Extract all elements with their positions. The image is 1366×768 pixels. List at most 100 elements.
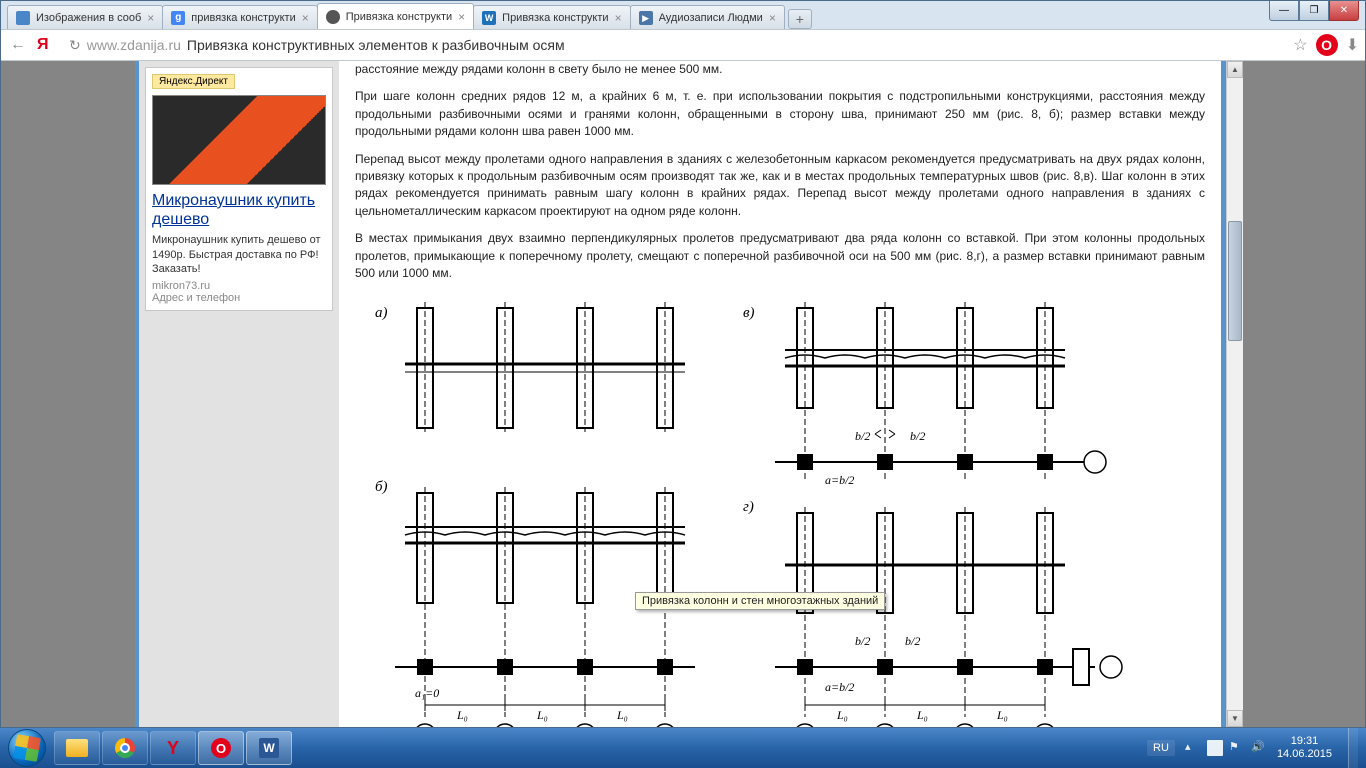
svg-text:a₁=0: a₁=0: [415, 686, 439, 700]
network-icon[interactable]: ⚑: [1229, 740, 1245, 756]
date-text: 14.06.2015: [1277, 748, 1332, 761]
minimize-button[interactable]: —: [1269, 1, 1299, 21]
diagram-svg: а): [355, 292, 1135, 727]
downloads-icon[interactable]: ⬇: [1346, 35, 1359, 55]
taskbar-app-chrome[interactable]: [102, 731, 148, 765]
svg-text:b/2: b/2: [855, 429, 870, 443]
taskbar: Y O W RU ▴ ⚑ 🔊 19:31 14.06.2015: [0, 728, 1366, 768]
tab-close-icon[interactable]: ×: [147, 11, 154, 25]
article-main: расстояние между рядами колонн в свету б…: [339, 61, 1221, 727]
flag-icon[interactable]: [1207, 740, 1223, 756]
taskbar-app-opera[interactable]: O: [198, 731, 244, 765]
window-controls: — ❐ ✕: [1269, 1, 1359, 21]
tab-close-icon[interactable]: ×: [769, 11, 776, 25]
taskbar-app-explorer[interactable]: [54, 731, 100, 765]
svg-text:L₀: L₀: [916, 708, 928, 722]
tab-active[interactable]: Привязка конструкти ×: [317, 3, 474, 29]
tray-arrow-icon[interactable]: ▴: [1185, 740, 1201, 756]
favicon-icon: [16, 11, 30, 25]
tab-close-icon[interactable]: ×: [615, 11, 622, 25]
tab-title: привязка конструкти: [191, 12, 295, 24]
favicon-icon: g: [171, 11, 185, 25]
favicon-icon: [326, 10, 340, 24]
diagram-label-g: г): [743, 499, 754, 515]
url-title: Привязка конструктивных элементов к разб…: [187, 37, 565, 53]
show-desktop-button[interactable]: [1348, 728, 1358, 768]
yandex-icon: Y: [167, 738, 179, 759]
scroll-down-icon[interactable]: ▼: [1227, 710, 1243, 727]
svg-text:a=b/2: a=b/2: [825, 680, 854, 694]
tab-title: Аудиозаписи Людми: [659, 12, 763, 24]
url-domain: www.zdanija.ru: [87, 37, 181, 53]
svg-text:b/2: b/2: [855, 634, 870, 648]
scrollbar-vertical[interactable]: ▲ ▼: [1226, 61, 1243, 727]
svg-text:L₀: L₀: [616, 708, 628, 722]
tabs-bar: Изображения в сооб × g привязка конструк…: [1, 1, 1365, 29]
ad-image: [152, 95, 326, 185]
address-bar: ← Я ↻ www.zdanija.ru Привязка конструкти…: [1, 29, 1365, 61]
tab-close-icon[interactable]: ×: [302, 11, 309, 25]
content-area: Яндекс.Директ Микронаушник купить дешево…: [1, 61, 1365, 727]
page-content: Яндекс.Директ Микронаушник купить дешево…: [135, 61, 1225, 727]
address-input[interactable]: ↻ www.zdanija.ru Привязка конструктивных…: [63, 33, 1285, 57]
taskbar-app-word[interactable]: W: [246, 731, 292, 765]
language-indicator[interactable]: RU: [1147, 740, 1175, 756]
tab[interactable]: g привязка конструкти ×: [162, 5, 317, 29]
maximize-button[interactable]: ❐: [1299, 1, 1329, 21]
tab[interactable]: W Привязка конструкти ×: [473, 5, 630, 29]
article-text: расстояние между рядами колонн в свету б…: [355, 61, 1205, 78]
tab[interactable]: Изображения в сооб ×: [7, 5, 163, 29]
ad-title[interactable]: Микронаушник купить дешево: [152, 191, 326, 229]
favicon-icon: W: [482, 11, 496, 25]
diagram-label-v: в): [743, 305, 755, 321]
ad-description: Микронаушник купить дешево от 1490р. Быс…: [152, 233, 326, 276]
bookmark-icon[interactable]: ☆: [1293, 35, 1307, 55]
volume-icon[interactable]: 🔊: [1251, 740, 1267, 756]
image-tooltip: Привязка колонн и стен многоэтажных здан…: [635, 592, 885, 610]
ad-domain: mikron73.ru: [152, 280, 326, 292]
opera-icon: O: [211, 738, 231, 758]
svg-text:L₀: L₀: [456, 708, 468, 722]
reload-icon[interactable]: ↻: [69, 37, 81, 54]
chrome-icon: [115, 738, 135, 758]
svg-text:b/2: b/2: [910, 429, 925, 443]
tab-title: Привязка конструкти: [346, 11, 452, 23]
taskbar-app-yandex[interactable]: Y: [150, 731, 196, 765]
article-text: Перепад высот между пролетами одного нап…: [355, 151, 1205, 221]
sidebar: Яндекс.Директ Микронаушник купить дешево…: [139, 61, 339, 727]
diagram-label-a: а): [375, 305, 388, 321]
tab-title: Изображения в сооб: [36, 12, 141, 24]
article-text: При шаге колонн средних рядов 12 м, а кр…: [355, 88, 1205, 140]
taskbar-apps: Y O W: [54, 731, 292, 765]
svg-text:L₀: L₀: [536, 708, 548, 722]
back-button[interactable]: ←: [7, 34, 29, 56]
svg-text:a=b/2: a=b/2: [825, 473, 854, 487]
svg-text:b/2: b/2: [905, 634, 920, 648]
favicon-icon: ▶: [639, 11, 653, 25]
engineering-diagram: а): [355, 292, 1135, 727]
opera-menu-icon[interactable]: O: [1316, 34, 1338, 56]
ad-block[interactable]: Яндекс.Директ Микронаушник купить дешево…: [145, 67, 333, 311]
tab-title: Привязка конструкти: [502, 12, 608, 24]
svg-text:L₀: L₀: [996, 708, 1008, 722]
yandex-logo-icon[interactable]: Я: [37, 36, 55, 54]
close-button[interactable]: ✕: [1329, 1, 1359, 21]
new-tab-button[interactable]: +: [788, 9, 812, 29]
scroll-up-icon[interactable]: ▲: [1227, 61, 1243, 78]
clock[interactable]: 19:31 14.06.2015: [1277, 735, 1332, 761]
tab[interactable]: ▶ Аудиозаписи Людми ×: [630, 5, 785, 29]
article-text: В местах примыкания двух взаимно перпенд…: [355, 230, 1205, 282]
browser-window: — ❐ ✕ Изображения в сооб × g привязка ко…: [0, 0, 1366, 728]
start-button[interactable]: [8, 729, 46, 767]
tray-icons: ▴ ⚑ 🔊: [1185, 740, 1267, 756]
folder-icon: [66, 739, 88, 757]
scrollbar-thumb[interactable]: [1228, 221, 1242, 341]
word-icon: W: [259, 738, 279, 758]
ad-contact[interactable]: Адрес и телефон: [152, 292, 326, 304]
time-text: 19:31: [1277, 735, 1332, 748]
ad-network-label: Яндекс.Директ: [152, 74, 235, 89]
tab-close-icon[interactable]: ×: [458, 10, 465, 24]
diagram-label-b: б): [375, 479, 388, 495]
svg-text:L₀: L₀: [836, 708, 848, 722]
system-tray: RU ▴ ⚑ 🔊 19:31 14.06.2015: [1147, 728, 1358, 768]
